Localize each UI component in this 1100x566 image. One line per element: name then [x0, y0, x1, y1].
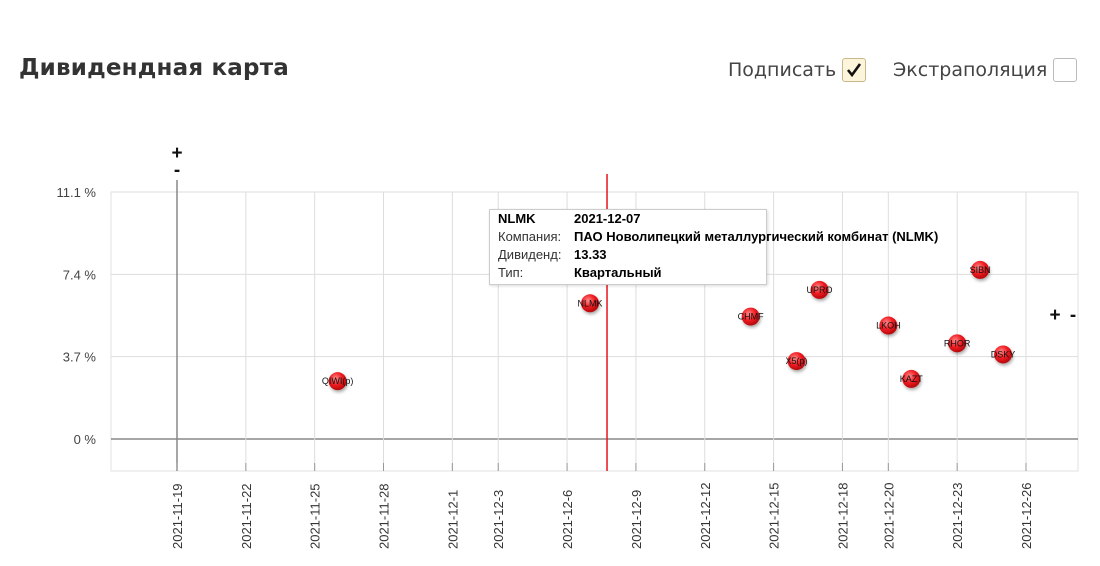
x-tick-label: 2021-12-18 [835, 483, 850, 550]
data-point [879, 316, 898, 335]
data-point [810, 280, 829, 299]
y-tick-label: 3.7 % [63, 350, 97, 365]
tooltip-type-label: Тип: [498, 265, 524, 280]
sign-option[interactable]: Подписать [728, 58, 867, 82]
tooltip-date: 2021-12-07 [574, 211, 641, 226]
data-point-label: RHOR [944, 338, 971, 348]
x-tick-label: 2021-12-3 [491, 490, 506, 549]
data-point-label: CHMF [738, 312, 764, 322]
data-point [787, 352, 806, 371]
tooltip-company: ПАО Новолипецкий металлургический комбин… [574, 229, 939, 244]
extrapolation-label: Экстраполяция [893, 59, 1048, 81]
page-title: Дивидендная карта [19, 55, 289, 81]
checkmark-icon [847, 63, 862, 78]
data-point-label: LKOH [876, 321, 901, 331]
data-point-label: SIBN [970, 265, 991, 275]
tooltip-dividend-label: Дивиденд: [498, 247, 562, 262]
tooltip-type: Квартальный [574, 265, 662, 280]
x-tick-label: 2021-12-6 [560, 490, 575, 549]
point-tooltip: NLMK 2021-12-07 Компания: ПАО Новолипецк… [489, 209, 938, 285]
x-tick-label: 2021-12-1 [445, 490, 460, 549]
y-tick-label: 11.1 % [56, 185, 96, 200]
data-point [971, 260, 990, 279]
x-tick-label: 2021-12-15 [767, 483, 782, 550]
x-tick-label: 2021-11-22 [239, 483, 254, 549]
x-tick-label: 2021-12-9 [629, 490, 644, 549]
left-minus-marker: - [174, 160, 180, 181]
x-tick-label: 2021-12-26 [1019, 483, 1034, 550]
data-point-label: KAZT [900, 374, 924, 384]
y-tick-label: 7.4 % [63, 267, 97, 282]
tooltip-ticker: NLMK [498, 211, 536, 226]
data-point [948, 334, 967, 353]
right-minus-marker: - [1070, 305, 1076, 326]
data-point-label: NLMK [578, 298, 603, 308]
x-tick-label: 2021-11-28 [377, 483, 392, 549]
data-point [902, 369, 921, 388]
extrapolation-option[interactable]: Экстраполяция [893, 58, 1078, 82]
right-plus-marker: + [1049, 305, 1060, 326]
sign-checkbox[interactable] [842, 58, 867, 82]
x-tick-label: 2021-12-12 [698, 483, 713, 550]
data-point-label: QIWI(p) [322, 376, 354, 386]
sign-label: Подписать [728, 59, 837, 81]
data-point [328, 372, 347, 391]
data-point [581, 294, 600, 313]
tooltip-dividend: 13.33 [574, 247, 607, 262]
data-point [994, 345, 1013, 364]
tooltip-company-label: Компания: [498, 229, 562, 244]
left-plus-marker: + [171, 143, 182, 164]
data-point-label: UPRO [806, 285, 832, 295]
data-point-label: X5(p) [786, 356, 808, 366]
x-tick-label: 2021-11-25 [308, 483, 323, 549]
y-tick-label: 0 % [74, 432, 97, 447]
extrapolation-checkbox[interactable] [1053, 58, 1078, 82]
data-point [741, 307, 760, 326]
x-tick-label: 2021-11-19 [170, 483, 185, 549]
x-tick-label: 2021-12-20 [881, 483, 896, 550]
x-tick-label: 2021-12-23 [950, 483, 965, 549]
data-point-label: DSKY [991, 349, 1016, 359]
